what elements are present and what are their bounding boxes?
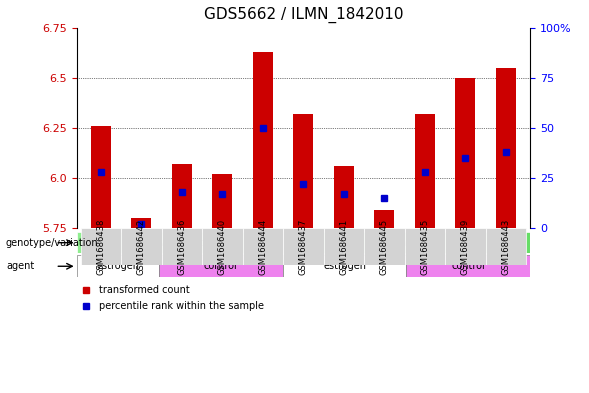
- Text: GSM1686436: GSM1686436: [177, 219, 186, 275]
- Text: control: control: [451, 261, 485, 271]
- FancyBboxPatch shape: [283, 228, 323, 265]
- FancyBboxPatch shape: [77, 255, 159, 277]
- Text: estrogen: estrogen: [323, 261, 366, 271]
- FancyBboxPatch shape: [364, 228, 405, 265]
- Text: GSM1686441: GSM1686441: [339, 219, 348, 275]
- Text: GSM1686437: GSM1686437: [299, 219, 308, 275]
- FancyBboxPatch shape: [243, 228, 283, 265]
- Bar: [91, 126, 111, 228]
- FancyBboxPatch shape: [405, 228, 445, 265]
- Text: genotype/variation: genotype/variation: [6, 238, 98, 248]
- Text: GSM1686438: GSM1686438: [97, 219, 105, 275]
- Text: GSM1686443: GSM1686443: [501, 219, 510, 275]
- FancyBboxPatch shape: [485, 228, 526, 265]
- FancyBboxPatch shape: [161, 228, 202, 265]
- FancyBboxPatch shape: [323, 228, 364, 265]
- FancyBboxPatch shape: [77, 232, 283, 253]
- Bar: [293, 114, 313, 228]
- FancyBboxPatch shape: [81, 228, 121, 265]
- Bar: [415, 114, 435, 228]
- Text: GSM1686445: GSM1686445: [380, 219, 389, 275]
- FancyBboxPatch shape: [445, 228, 485, 265]
- Text: control: control: [389, 238, 423, 248]
- Text: estrogen: estrogen: [96, 261, 140, 271]
- Bar: [212, 174, 233, 228]
- Text: GSM1686442: GSM1686442: [137, 219, 146, 275]
- FancyBboxPatch shape: [283, 255, 406, 277]
- Bar: [455, 78, 475, 228]
- Bar: [334, 166, 354, 228]
- Title: GDS5662 / ILMN_1842010: GDS5662 / ILMN_1842010: [204, 7, 403, 23]
- Text: GSM1686440: GSM1686440: [218, 219, 227, 275]
- Bar: [374, 210, 395, 228]
- Text: GSM1686435: GSM1686435: [421, 219, 429, 275]
- FancyBboxPatch shape: [283, 232, 530, 253]
- FancyBboxPatch shape: [159, 255, 283, 277]
- Bar: [496, 68, 516, 228]
- Text: control: control: [204, 261, 238, 271]
- Text: agent: agent: [6, 261, 34, 271]
- Text: GSM1686444: GSM1686444: [259, 219, 267, 275]
- Bar: [172, 164, 192, 228]
- Text: KDM3A knockdown: KDM3A knockdown: [133, 238, 226, 248]
- FancyBboxPatch shape: [406, 255, 530, 277]
- Bar: [131, 218, 151, 228]
- Text: GSM1686439: GSM1686439: [461, 219, 470, 275]
- Text: transformed count: transformed count: [99, 285, 190, 296]
- FancyBboxPatch shape: [121, 228, 161, 265]
- Text: percentile rank within the sample: percentile rank within the sample: [99, 301, 264, 311]
- FancyBboxPatch shape: [202, 228, 243, 265]
- Bar: [253, 51, 273, 228]
